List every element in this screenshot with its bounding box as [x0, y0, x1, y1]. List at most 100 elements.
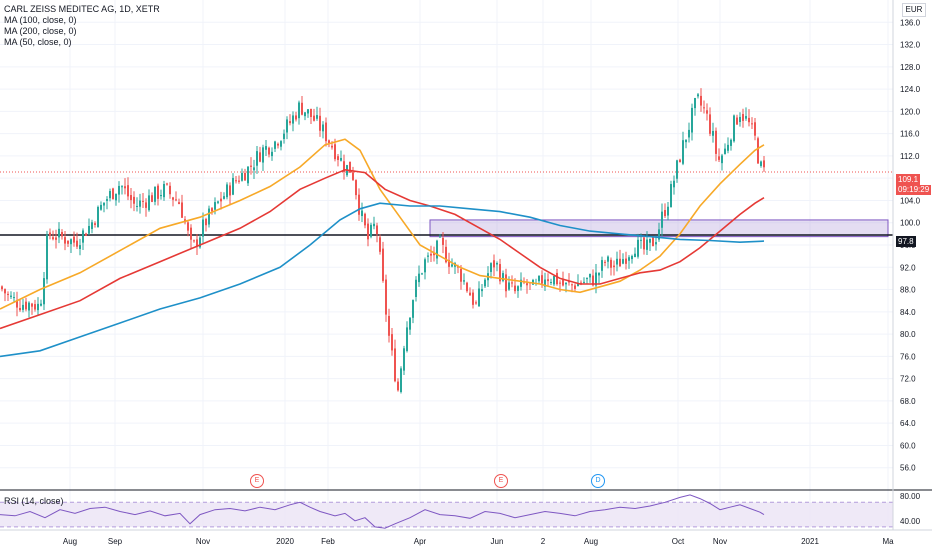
ma200-legend[interactable]: MA (200, close, 0)	[4, 26, 77, 36]
candle-body	[64, 237, 66, 244]
candle-body	[211, 208, 213, 212]
candle-body	[379, 237, 381, 252]
candle-body	[349, 161, 351, 173]
candle-body	[55, 237, 57, 240]
candle-body	[166, 183, 168, 185]
candle-body	[652, 237, 654, 247]
candle-body	[418, 273, 420, 283]
candle-body	[496, 263, 498, 265]
time-tick-label: Aug	[63, 537, 77, 546]
time-tick-label: Aug	[584, 537, 598, 546]
candle-body	[340, 157, 342, 161]
candle-body	[286, 119, 288, 133]
candle-body	[181, 202, 183, 218]
candle-body	[553, 276, 555, 285]
candle-body	[361, 210, 363, 217]
candle-body	[463, 280, 465, 282]
candle-body	[469, 292, 471, 296]
candle-body	[154, 186, 156, 202]
earnings-event-marker[interactable]: E	[494, 474, 508, 488]
candle-body	[481, 289, 483, 292]
time-tick-label: Feb	[321, 537, 335, 546]
candle-body	[214, 202, 216, 210]
candle-body	[124, 186, 126, 189]
candle-body	[373, 223, 375, 227]
candle-body	[499, 264, 501, 282]
candle-body	[727, 144, 729, 151]
candle-body	[673, 180, 675, 188]
candle-body	[670, 184, 672, 207]
candle-body	[538, 275, 540, 282]
candle-body	[445, 246, 447, 263]
candle-body	[730, 139, 732, 146]
candle-body	[646, 239, 648, 250]
rsi-legend[interactable]: RSI (14, close)	[4, 496, 64, 506]
candle-body	[472, 292, 474, 305]
candle-body	[664, 210, 666, 217]
ma50-legend[interactable]: MA (50, close, 0)	[4, 37, 72, 47]
candle-body	[160, 195, 162, 197]
candle-body	[397, 381, 399, 391]
candle-body	[547, 279, 549, 282]
candle-body	[424, 259, 426, 273]
candle-body	[571, 284, 573, 286]
candle-body	[304, 112, 306, 117]
candle-body	[502, 273, 504, 281]
candle-body	[190, 227, 192, 240]
candle-body	[544, 279, 546, 287]
candle-body	[559, 282, 561, 284]
candle-body	[316, 115, 318, 119]
candle-body	[751, 123, 753, 125]
candle-body	[148, 195, 150, 211]
candle-body	[685, 139, 687, 143]
ma100-legend[interactable]: MA (100, close, 0)	[4, 15, 77, 25]
support-level-tag: 97.8	[896, 236, 916, 247]
price-tick-label: 84.0	[900, 308, 916, 317]
symbol-title[interactable]: CARL ZEISS MEDITEC AG, 1D, XETR	[4, 4, 160, 14]
candle-body	[253, 167, 255, 171]
candle-body	[313, 115, 315, 121]
candle-body	[757, 138, 759, 164]
candle-body	[592, 275, 594, 286]
candle-body	[508, 282, 510, 290]
candle-body	[634, 253, 636, 258]
candle-body	[67, 240, 69, 244]
candle-body	[334, 144, 336, 160]
candle-body	[133, 196, 135, 204]
candle-body	[619, 258, 621, 267]
candle-body	[370, 224, 372, 237]
dividend-event-marker[interactable]: D	[591, 474, 605, 488]
candle-body	[280, 141, 282, 147]
price-tick-label: 136.0	[900, 18, 921, 27]
candle-body	[7, 293, 9, 295]
time-tick-label: Sep	[108, 537, 123, 546]
currency-badge[interactable]: EUR	[902, 3, 926, 17]
candle-body	[79, 245, 81, 249]
candle-body	[649, 238, 651, 243]
candle-body	[22, 304, 24, 310]
candle-body	[274, 141, 276, 149]
candle-body	[382, 248, 384, 281]
price-tick-label: 128.0	[900, 63, 921, 72]
candle-body	[43, 278, 45, 305]
candle-body	[238, 180, 240, 182]
candle-body	[460, 268, 462, 282]
candle-body	[595, 272, 597, 286]
candle-body	[628, 257, 630, 261]
candle-body	[703, 107, 705, 109]
candle-body	[475, 302, 477, 304]
candle-body	[676, 160, 678, 179]
candle-body	[226, 184, 228, 198]
earnings-event-marker[interactable]: E	[250, 474, 264, 488]
price-tick-label: 80.0	[900, 330, 916, 339]
candle-body	[94, 223, 96, 225]
candle-body	[631, 255, 633, 260]
candle-body	[283, 133, 285, 139]
candle-body	[688, 129, 690, 138]
candle-body	[1, 286, 3, 290]
candle-body	[88, 225, 90, 234]
price-tick-label: 112.0	[900, 152, 920, 161]
candle-body	[259, 152, 261, 162]
candle-body	[667, 206, 669, 216]
